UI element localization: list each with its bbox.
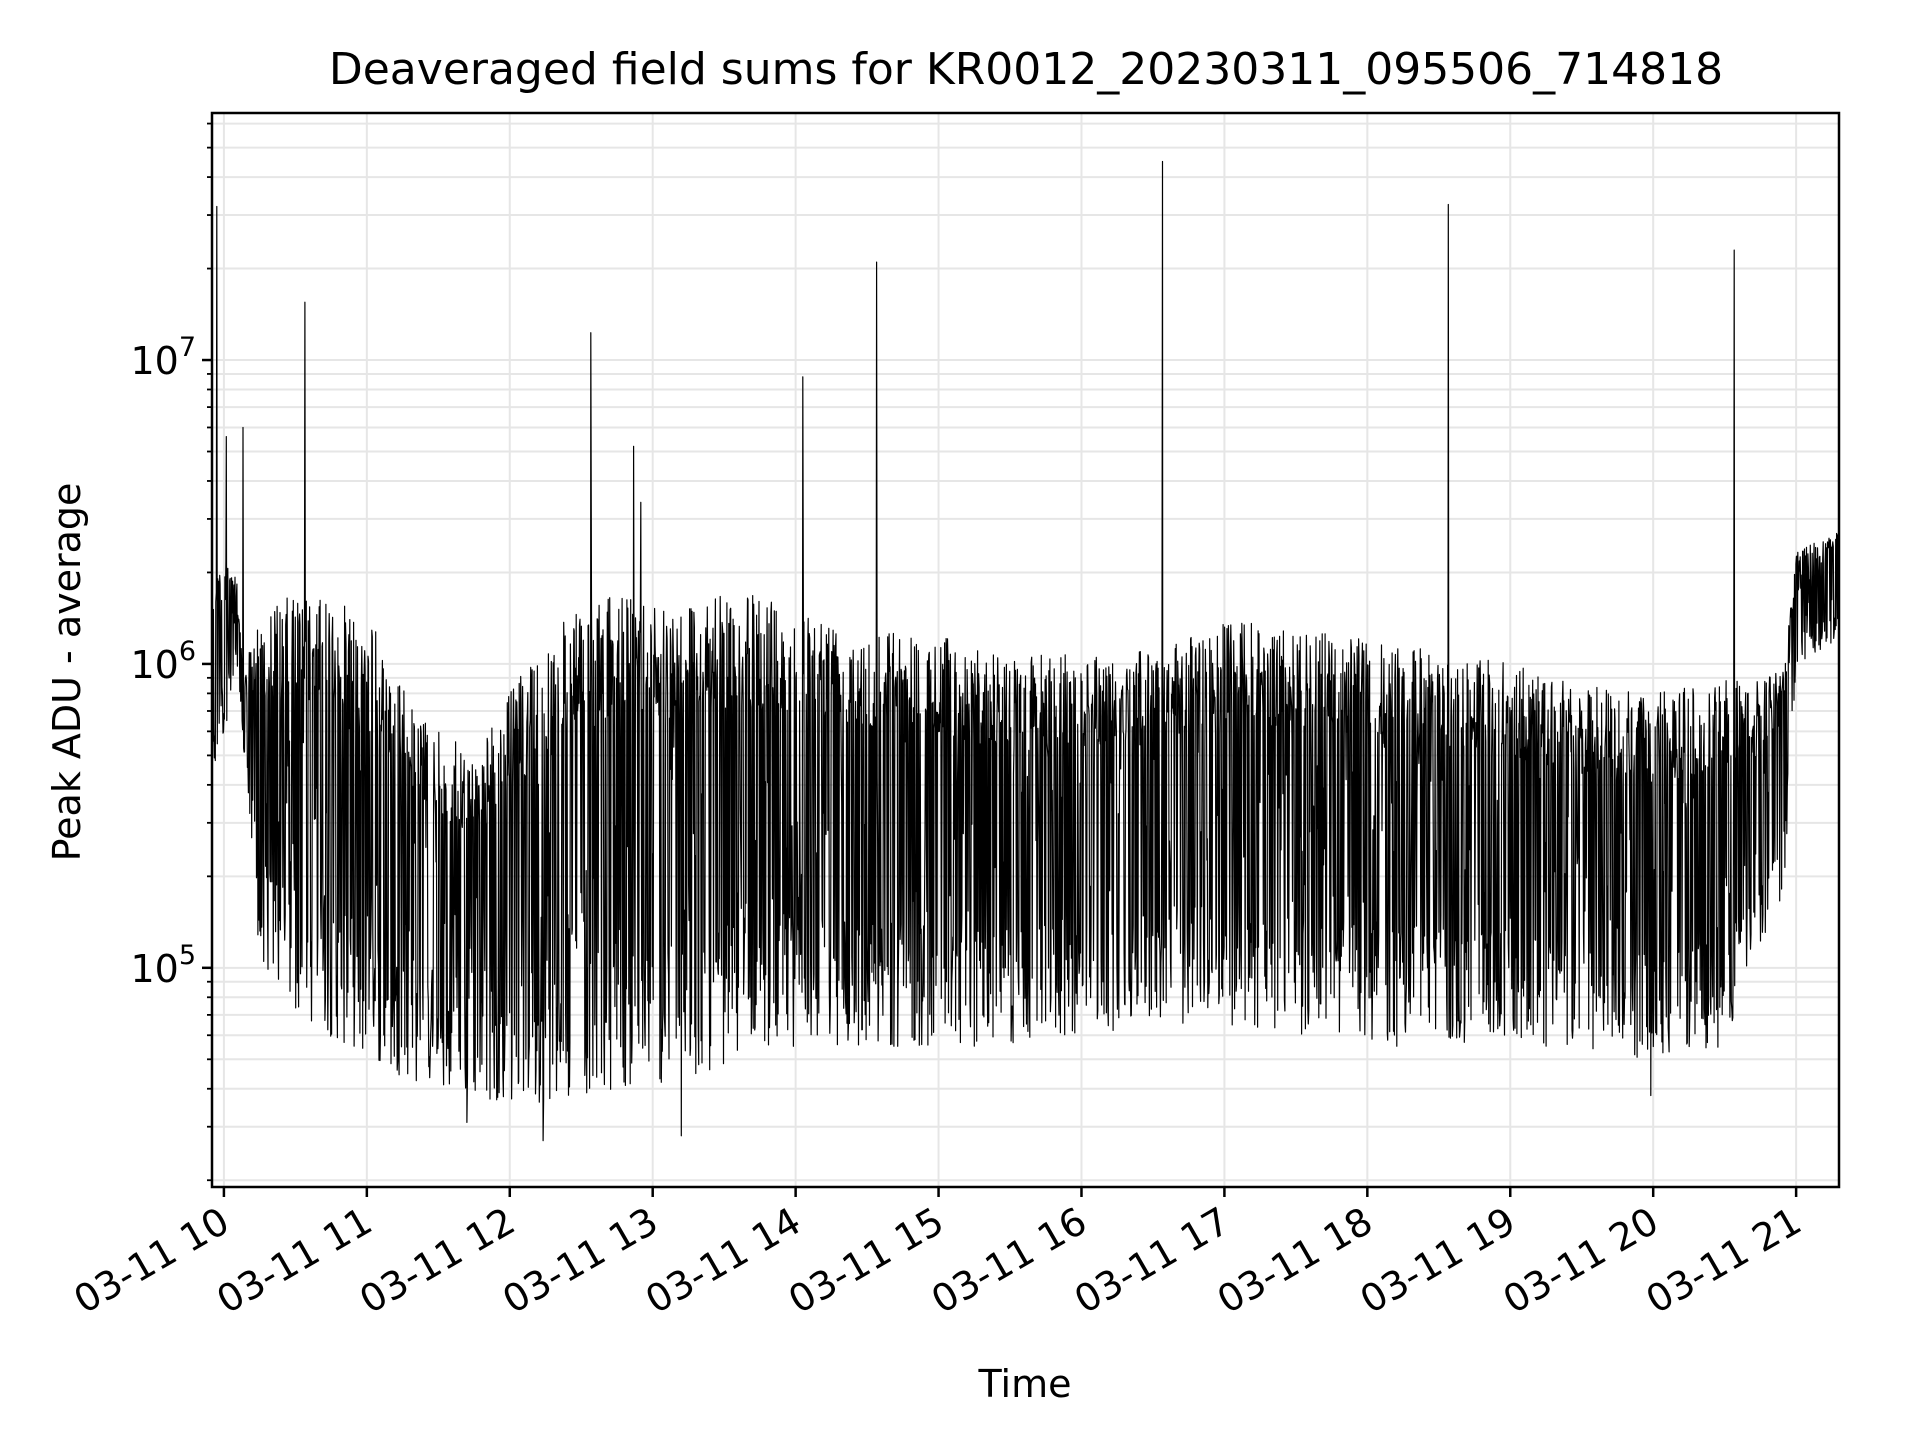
series-path — [211, 160, 1840, 1142]
x-axis-label: Time — [978, 1362, 1072, 1406]
plot-frame — [210, 111, 1841, 1189]
series-line — [211, 160, 1840, 1142]
chart-title: Deaveraged field sums for KR0012_2023031… — [329, 44, 1723, 95]
y-tick-label: 106 — [130, 636, 196, 687]
y-tick-label: 107 — [130, 332, 196, 383]
y-axis-label: Peak ADU - average — [45, 483, 89, 862]
